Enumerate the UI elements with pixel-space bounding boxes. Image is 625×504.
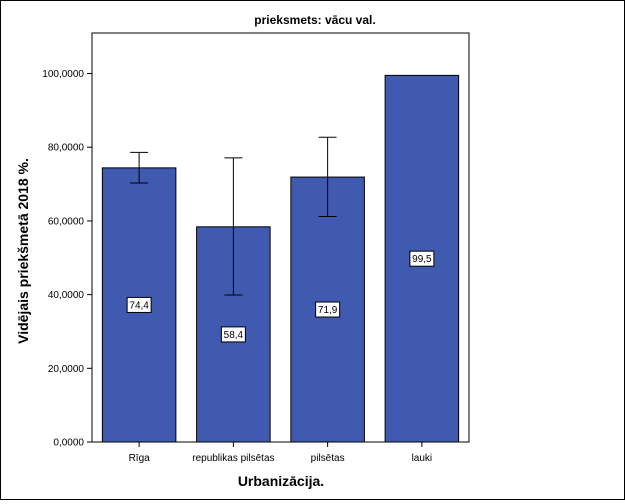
data-label-box [126, 296, 152, 313]
y-tick-label: 60,0000 [48, 216, 85, 227]
y-axis-label: Vidējais priekšmetā 2018 %. [15, 158, 31, 344]
y-axis-ticks: 0,0000 20,0000 40,0000 60,0000 80,0000 100,00… [42, 69, 92, 449]
x-axis-ticks: Rīga republikas pilsētas pilsētas lauki [129, 442, 433, 464]
data-label: 71,9 [318, 305, 338, 316]
chart-title: prieksmets: vācu val. [254, 13, 375, 27]
data-label-box [315, 301, 341, 318]
data-label-box [409, 250, 435, 267]
y-tick-label: 100,0000 [42, 69, 84, 80]
y-tick-label: 20,0000 [48, 364, 85, 375]
y-tick-label: 40,0000 [48, 290, 85, 301]
data-label: 58,4 [224, 330, 244, 341]
x-tick-label: lauki [412, 453, 433, 464]
bars: 74,4 58,4 71,9 99,5 [101, 74, 460, 443]
y-tick-label: 80,0000 [48, 143, 85, 154]
data-label: 99,5 [412, 254, 432, 265]
data-label-box [220, 326, 246, 343]
data-label: 74,4 [129, 300, 149, 311]
y-tick-label: 0,0000 [53, 438, 84, 449]
x-tick-label: republikas pilsētas [192, 453, 274, 464]
x-tick-label: pilsētas [311, 453, 345, 464]
x-axis-label: Urbanizācija. [238, 473, 324, 489]
x-tick-label: Rīga [129, 453, 151, 464]
